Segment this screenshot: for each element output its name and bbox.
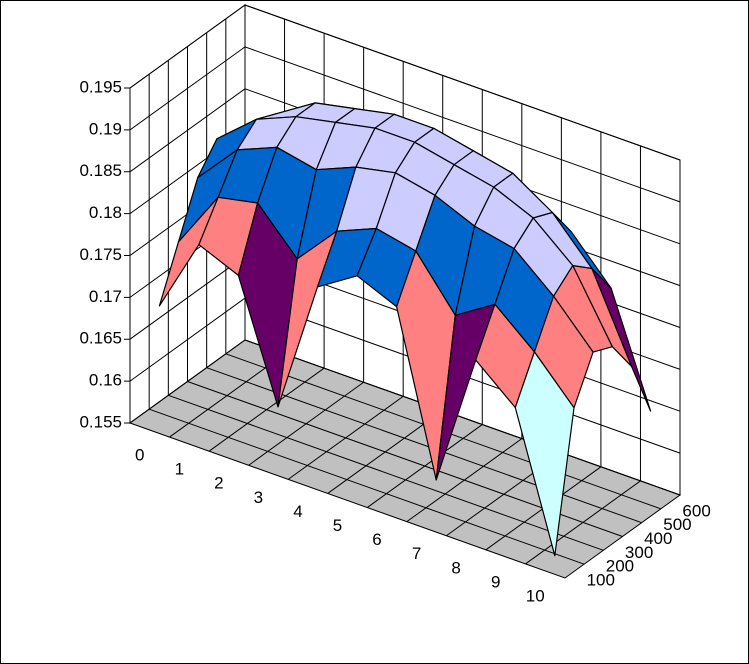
- z-tick-label: 0.185: [79, 161, 122, 180]
- x-tick-label: 2: [214, 474, 223, 493]
- z-tick-label: 0.17: [89, 287, 122, 306]
- x-tick-label: 9: [491, 572, 500, 591]
- x-tick-label: 6: [372, 530, 381, 549]
- grid-line: [129, 88, 681, 245]
- z-tick-label: 0.165: [79, 329, 122, 348]
- depth-tick-label: 100: [587, 571, 615, 590]
- grid-line: [129, 46, 681, 203]
- z-tick-label: 0.195: [79, 77, 122, 96]
- x-tick-label: 3: [254, 488, 263, 507]
- depth-tick-label: 300: [625, 543, 653, 562]
- z-tick-label: 0.175: [79, 245, 122, 264]
- floor-line: [168, 394, 604, 551]
- depth-tick-label: 200: [606, 557, 634, 576]
- x-tick-label: 0: [135, 446, 144, 465]
- z-tick-label: 0.19: [89, 119, 122, 138]
- x-tick-label: 5: [333, 516, 342, 535]
- x-tick-label: 7: [412, 544, 421, 563]
- z-tick-label: 0.18: [89, 203, 122, 222]
- depth-tick-label: 600: [682, 501, 710, 520]
- x-tick-label: 8: [451, 558, 460, 577]
- surface-cell: [514, 351, 575, 557]
- grid-line: [129, 4, 681, 161]
- depth-tick-label: 400: [644, 529, 672, 548]
- depth-tick-label: 500: [663, 515, 691, 534]
- floor-line: [148, 408, 585, 565]
- z-tick-label: 0.16: [89, 371, 122, 390]
- x-tick-label: 10: [526, 586, 545, 605]
- x-tick-label: 1: [175, 460, 184, 479]
- x-tick-label: 4: [293, 502, 302, 521]
- z-tick-label: 0.155: [79, 412, 122, 431]
